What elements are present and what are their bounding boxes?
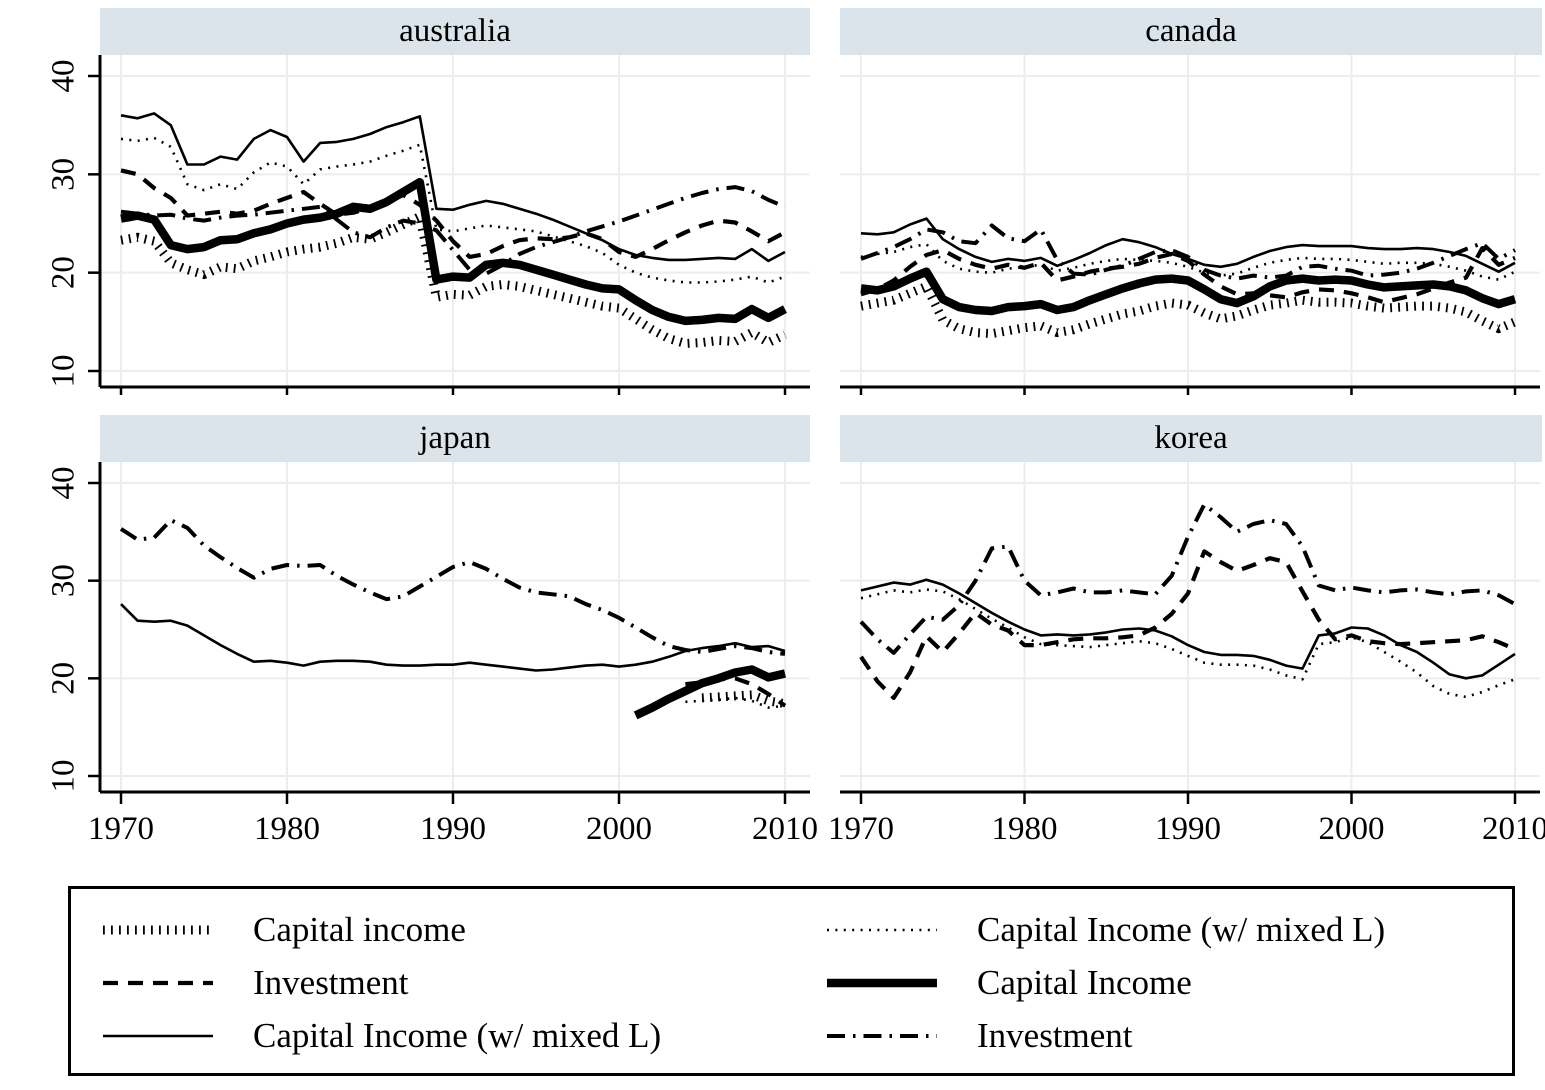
legend-item: Capital Income (w/ mixed L) xyxy=(823,905,1385,955)
series-dotted xyxy=(860,242,1516,281)
legend-item: Capital Income (w/ mixed L) xyxy=(99,1011,661,1061)
legend-item: Capital income xyxy=(99,905,661,955)
y-tick-label: 20 xyxy=(46,662,82,695)
legend-line-sample-hatched-icon xyxy=(103,925,213,935)
legend-item-label: Capital income xyxy=(253,910,466,949)
series-dotted xyxy=(860,588,1516,699)
x-tick-label: 1970 xyxy=(828,811,894,847)
series-solid_thin xyxy=(860,578,1516,680)
panel-title-australia: australia xyxy=(100,8,810,55)
y-tick-label: 20 xyxy=(46,256,82,289)
x-tick-label: 2010 xyxy=(752,811,818,847)
x-tick-label: 2000 xyxy=(1319,811,1385,847)
series-solid_thick xyxy=(860,267,1517,316)
series-dotted xyxy=(120,136,786,284)
legend-item: Investment xyxy=(823,1011,1385,1061)
series-solid_thin xyxy=(860,217,1516,274)
legend-item: Investment xyxy=(99,958,661,1008)
y-tick-label: 30 xyxy=(46,158,82,191)
x-tick-label: 1980 xyxy=(992,811,1058,847)
series-dashed xyxy=(685,676,787,708)
series-solid_thick xyxy=(120,177,787,326)
legend-line-sample-dashed-icon xyxy=(103,980,213,986)
x-tick-label: 1970 xyxy=(88,811,154,847)
legend-column-right: Capital Income (w/ mixed L) Capital Inco… xyxy=(823,905,1385,1064)
y-tick-label: 10 xyxy=(46,355,82,388)
series-dashdot xyxy=(120,185,786,276)
y-tick-label: 40 xyxy=(46,60,82,93)
series-solid_thin xyxy=(120,603,786,672)
series-hatched xyxy=(860,281,1517,339)
legend-line-sample-dashdot-icon xyxy=(827,1034,937,1038)
panel-title-japan: japan xyxy=(100,415,810,462)
legend-item: Capital Income xyxy=(823,958,1385,1008)
series-dashdot xyxy=(119,518,786,656)
legend-column-left: Capital income Investment Capital Income… xyxy=(99,905,661,1064)
legend-line-sample-dotted-icon xyxy=(827,928,937,932)
y-tick-label: 40 xyxy=(46,467,82,500)
x-tick-label: 2000 xyxy=(586,811,652,847)
y-tick-label: 10 xyxy=(46,760,82,793)
series-dashed xyxy=(859,549,1516,701)
x-tick-label: 1980 xyxy=(254,811,320,847)
x-tick-label: 2010 xyxy=(1482,811,1545,847)
x-tick-label: 1990 xyxy=(420,811,486,847)
series-solid_thin xyxy=(120,112,786,263)
legend-item-label: Investment xyxy=(253,963,409,1002)
legend-item-label: Capital Income xyxy=(977,963,1192,1002)
series-hatched xyxy=(701,690,786,709)
series-dashed xyxy=(860,246,1516,305)
legend-line-sample-thick-icon xyxy=(827,978,937,988)
legend-item-label: Investment xyxy=(977,1016,1133,1055)
series-solid_thick xyxy=(633,665,786,720)
legend: Capital income Investment Capital Income… xyxy=(68,886,1515,1076)
y-tick-label: 30 xyxy=(46,564,82,597)
legend-line-sample-solid-icon xyxy=(103,1034,213,1038)
legend-item-label: Capital Income (w/ mixed L) xyxy=(253,1016,662,1055)
panel-title-korea: korea xyxy=(840,415,1542,462)
series-dashdot xyxy=(859,502,1516,655)
series-dashed xyxy=(120,168,786,259)
series-dotted xyxy=(685,696,786,709)
x-tick-label: 1990 xyxy=(1155,811,1221,847)
panel-title-canada: canada xyxy=(840,8,1542,55)
series-dashdot xyxy=(860,223,1516,281)
legend-item-label: Capital Income (w/ mixed L) xyxy=(977,910,1386,949)
